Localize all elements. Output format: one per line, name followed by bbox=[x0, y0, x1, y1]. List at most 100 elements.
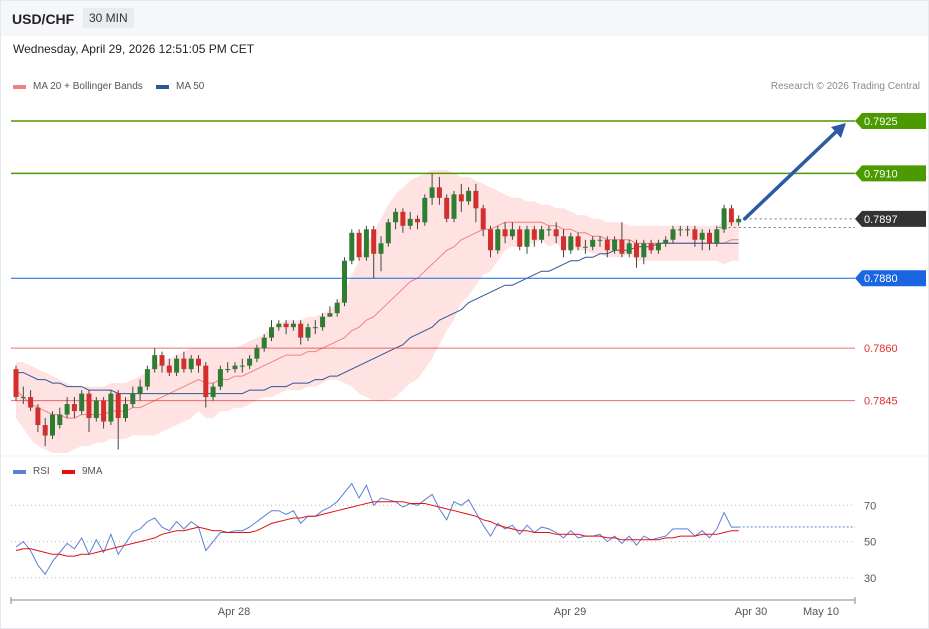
candle-body bbox=[210, 386, 216, 398]
candle-body bbox=[50, 414, 55, 436]
bollinger-band bbox=[16, 169, 739, 453]
candle-body bbox=[269, 327, 274, 338]
candle-body bbox=[561, 236, 566, 251]
candle-body bbox=[239, 365, 245, 367]
candle-body bbox=[707, 232, 712, 244]
candle-body bbox=[378, 243, 384, 254]
candle-body bbox=[407, 218, 413, 226]
price-label-support: 0.7845 bbox=[864, 396, 898, 408]
candle-body bbox=[181, 358, 187, 370]
candle-body bbox=[261, 337, 267, 349]
candle-body bbox=[728, 208, 734, 223]
candle-body bbox=[356, 232, 362, 258]
ma50-line bbox=[16, 242, 739, 395]
candle-body bbox=[604, 239, 610, 251]
legend-rsi: RSI bbox=[13, 466, 50, 477]
rsi-tick-label: 30 bbox=[864, 573, 876, 585]
ma20-line bbox=[15, 221, 739, 419]
candle-body bbox=[20, 397, 26, 399]
price-label-resistance: 0.7925 bbox=[855, 112, 926, 129]
rsi-ma9-line bbox=[15, 501, 739, 557]
timeframe-badge[interactable]: 30 MIN bbox=[83, 8, 134, 28]
rsi-tick-label: 70 bbox=[864, 500, 876, 512]
candle-body bbox=[371, 229, 377, 254]
candle-body bbox=[539, 229, 545, 240]
candle-body bbox=[466, 190, 472, 202]
ma50-legend-label: MA 50 bbox=[176, 81, 205, 92]
time-axis-label: Apr 29 bbox=[554, 606, 586, 618]
candle-body bbox=[685, 229, 691, 231]
instrument-title: USD/CHF bbox=[12, 11, 75, 27]
candle-body bbox=[393, 211, 399, 223]
research-credit: Research © 2026 Trading Central bbox=[770, 81, 920, 92]
candle-body bbox=[619, 239, 625, 254]
ma20-swatch bbox=[13, 84, 26, 89]
candle-body bbox=[670, 229, 676, 240]
legend-ma20: MA 20 + Bollinger Bands bbox=[13, 81, 143, 92]
candle-body bbox=[290, 323, 296, 328]
legend-ma50: MA 50 bbox=[156, 81, 204, 92]
candle-body bbox=[28, 397, 34, 408]
candle-body bbox=[385, 222, 391, 244]
candle-body bbox=[42, 425, 48, 436]
candle-body bbox=[225, 369, 231, 371]
rsi-tick-label: 50 bbox=[864, 537, 876, 549]
timestamp-label: Wednesday, April 29, 2026 12:51:05 PM CE… bbox=[13, 42, 255, 56]
candle-body bbox=[590, 239, 596, 247]
candle-body bbox=[101, 400, 107, 422]
price-label-support: 0.7860 bbox=[864, 343, 898, 355]
legend-rsi-ma9: 9MA bbox=[62, 466, 103, 477]
price-label-pivot: 0.7880 bbox=[855, 270, 926, 287]
price-label-box bbox=[855, 210, 926, 227]
candle-body bbox=[546, 229, 552, 231]
candle-body bbox=[517, 229, 523, 247]
candle-body bbox=[35, 407, 41, 426]
candle-body bbox=[502, 229, 508, 237]
candle-body bbox=[137, 386, 143, 394]
candle-body bbox=[152, 355, 158, 370]
candle-body bbox=[64, 404, 70, 415]
candle-body bbox=[79, 393, 85, 412]
candle-body bbox=[305, 327, 311, 338]
candle-body bbox=[93, 400, 99, 419]
rsi-swatch bbox=[13, 469, 26, 474]
candle-body bbox=[108, 393, 114, 422]
ma20-legend-label: MA 20 + Bollinger Bands bbox=[33, 81, 143, 92]
candle-body bbox=[217, 369, 223, 387]
price-label-resistance: 0.7910 bbox=[855, 165, 926, 182]
candle-body bbox=[174, 358, 180, 373]
candle-body bbox=[714, 229, 720, 244]
candle-body bbox=[495, 229, 501, 251]
candle-body bbox=[57, 414, 63, 426]
candle-body bbox=[144, 369, 150, 387]
candle-body bbox=[736, 218, 742, 223]
candle-body bbox=[626, 243, 632, 254]
candle-body bbox=[597, 239, 603, 241]
rsi-ma9-swatch bbox=[62, 469, 75, 474]
candle-body bbox=[188, 358, 194, 370]
candle-body bbox=[677, 229, 683, 231]
candle-body bbox=[283, 323, 289, 328]
candle-body bbox=[451, 194, 457, 219]
candle-body bbox=[422, 197, 428, 223]
candle-body bbox=[254, 348, 260, 359]
candle-body bbox=[568, 236, 574, 251]
target-arrow bbox=[742, 128, 840, 221]
price-label-box bbox=[855, 270, 926, 287]
time-axis-label: Apr 30 bbox=[735, 606, 767, 618]
candle-body bbox=[342, 260, 347, 303]
candle-body bbox=[444, 197, 450, 219]
candle-body bbox=[634, 243, 639, 258]
price-label-box bbox=[855, 112, 926, 129]
candle-body bbox=[655, 243, 661, 251]
candle-body bbox=[531, 229, 537, 240]
price-label-text: 0.7860 bbox=[864, 343, 898, 355]
candle-body bbox=[123, 404, 128, 419]
candle-body bbox=[298, 323, 304, 338]
candle-body bbox=[436, 187, 442, 198]
candle-body bbox=[115, 393, 121, 419]
price-label-text: 0.7845 bbox=[864, 396, 898, 408]
candle-body bbox=[488, 229, 493, 251]
candle-body bbox=[721, 208, 727, 230]
